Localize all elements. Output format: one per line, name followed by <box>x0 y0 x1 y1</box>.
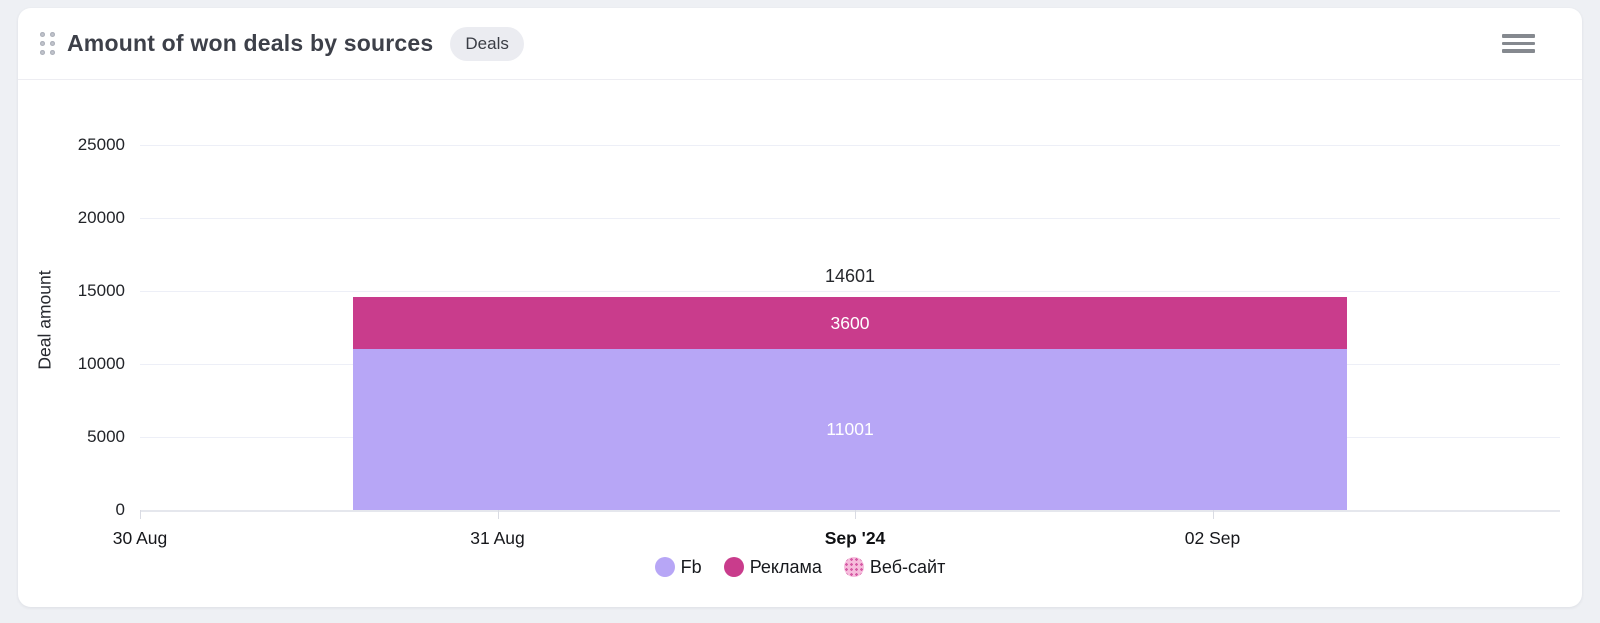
y-tick-label: 20000 <box>77 208 125 227</box>
legend: Fb Реклама Веб-сайт <box>18 552 1582 582</box>
bar-value-label: 11001 <box>826 419 874 440</box>
legend-label: Fb <box>680 556 702 577</box>
bar-value-label: 3600 <box>830 312 870 333</box>
bar-segment-Реклама[interactable]: 3600 <box>353 296 1347 350</box>
gridline <box>140 291 1560 292</box>
x-tick-mark <box>1212 510 1214 519</box>
x-axis-line <box>140 510 1560 512</box>
x-tick-label: 30 Aug <box>112 528 168 548</box>
y-tick-label: 0 <box>115 500 125 519</box>
x-tick-mark <box>855 510 856 519</box>
legend-item-Fb[interactable]: Fb <box>654 556 702 578</box>
deals-badge: Deals <box>450 26 524 61</box>
widget-title: Amount of won deals by sources <box>67 30 434 56</box>
widget-header: Amount of won deals by sources Deals <box>18 8 1582 80</box>
x-tick-mark <box>497 510 499 519</box>
y-tick-label: 25000 <box>77 135 125 154</box>
chart-widget-card: Amount of won deals by sources Deals Dea… <box>18 8 1582 607</box>
legend-swatch-icon <box>654 557 675 577</box>
x-tick-label: 02 Sep <box>1184 528 1241 548</box>
legend-swatch-icon <box>723 557 744 577</box>
legend-label: Веб-сайт <box>869 556 946 577</box>
legend-item-Веб-сайт[interactable]: Веб-сайт <box>843 556 946 578</box>
bar-total-label: 14601 <box>824 265 876 286</box>
y-tick-label: 10000 <box>77 354 125 373</box>
legend-item-Реклама[interactable]: Реклама <box>723 556 822 578</box>
gridline <box>140 218 1560 219</box>
x-tick-label: Sep '24 <box>824 528 886 548</box>
y-tick-label: 15000 <box>77 281 125 300</box>
hamburger-menu-icon[interactable] <box>1502 30 1535 57</box>
legend-label: Реклама <box>749 556 822 577</box>
gridline <box>140 145 1560 146</box>
x-tick-label: 31 Aug <box>470 528 525 548</box>
legend-swatch-icon <box>843 557 864 577</box>
x-tick-mark <box>140 510 141 519</box>
chart-area: Deal amount Fb Реклама Веб-сайт 0 5000 10000… <box>18 80 1582 607</box>
bar-segment-Fb[interactable]: 11001 <box>353 349 1347 510</box>
drag-handle-icon[interactable] <box>40 32 55 55</box>
y-tick-label: 5000 <box>87 427 125 446</box>
